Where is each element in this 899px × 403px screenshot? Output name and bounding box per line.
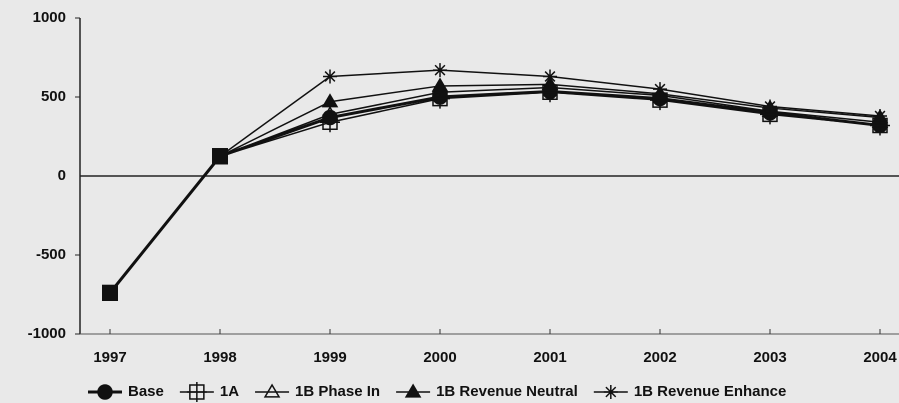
legend-label: 1B Revenue Enhance: [634, 383, 787, 400]
y-tick-label: -500: [36, 246, 66, 263]
marker: [404, 383, 422, 398]
series-line: [109, 69, 881, 294]
y-tick-label: 1000: [33, 9, 66, 26]
legend-label: 1B Phase In: [295, 383, 380, 400]
x-tick-label: 2001: [533, 349, 566, 366]
x-tick-label: 1999: [313, 349, 346, 366]
y-tick-label: -1000: [28, 325, 66, 342]
marker: [543, 69, 557, 84]
marker: [321, 105, 339, 121]
marker: [433, 63, 447, 78]
marker: [102, 284, 118, 301]
series-line: [109, 83, 881, 294]
x-tick-label: 1998: [203, 349, 236, 366]
legend-label: 1A: [220, 383, 239, 400]
y-tick-label: 500: [41, 88, 66, 105]
marker: [321, 93, 339, 108]
marker: [97, 384, 113, 400]
x-tick-label: 1997: [93, 349, 126, 366]
legend-label: Base: [128, 383, 164, 400]
marker: [763, 99, 777, 114]
marker: [212, 148, 228, 165]
series-line: [109, 86, 881, 294]
x-tick-label: 2004: [863, 349, 897, 366]
legend-label: 1B Revenue Neutral: [436, 383, 578, 400]
marker: [873, 108, 887, 123]
marker: [320, 112, 340, 133]
x-tick-label: 2000: [423, 349, 456, 366]
series-line: [109, 91, 881, 294]
marker: [263, 383, 281, 398]
marker: [653, 82, 667, 97]
x-tick-label: 2002: [643, 349, 676, 366]
marker: [603, 385, 618, 399]
marker: [323, 69, 337, 84]
x-tick-label: 2003: [753, 349, 786, 366]
marker: [431, 77, 449, 92]
y-tick-label: 0: [58, 167, 66, 184]
marker: [186, 382, 207, 402]
